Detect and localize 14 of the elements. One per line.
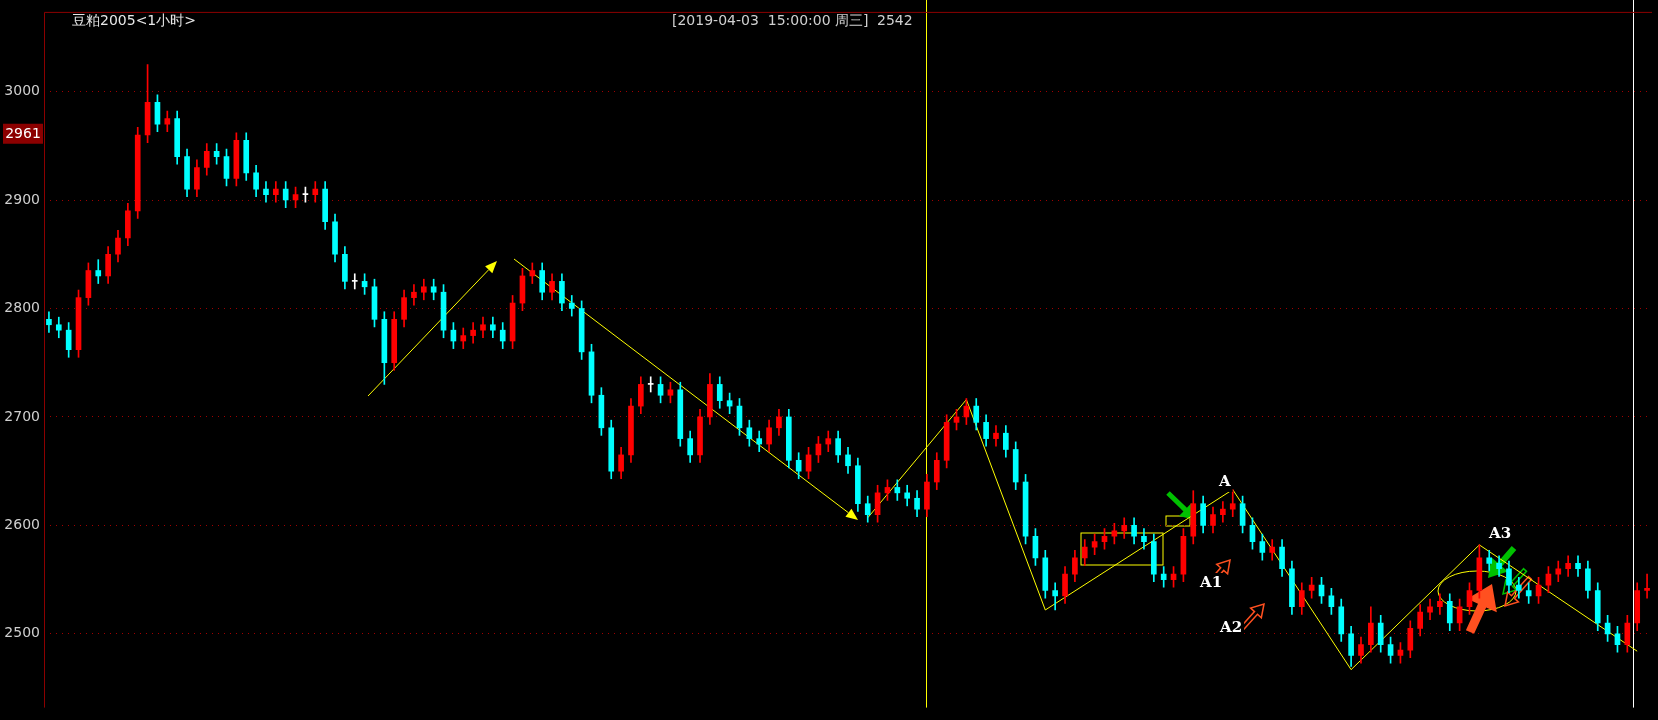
annotation: A3 <box>1488 523 1512 542</box>
annotation: 2542 <box>877 11 913 28</box>
chart-title: 豆粕2005<1小时> <box>72 11 196 28</box>
annotation: A1 <box>1199 572 1223 591</box>
annotation: A2 <box>1219 617 1243 636</box>
y-tick-label: 2800 <box>4 299 40 316</box>
y-tick-label: 2500 <box>4 624 40 641</box>
annotation: 2961 <box>5 124 41 141</box>
y-tick-label: 2900 <box>4 190 40 207</box>
y-tick-label: 2700 <box>4 407 40 424</box>
annotation: [2019-04-03 15:00:00 周三] <box>672 11 869 28</box>
annotation: A <box>1218 471 1231 490</box>
y-tick-label: 2600 <box>4 516 40 533</box>
y-tick-label: 3000 <box>4 82 40 99</box>
